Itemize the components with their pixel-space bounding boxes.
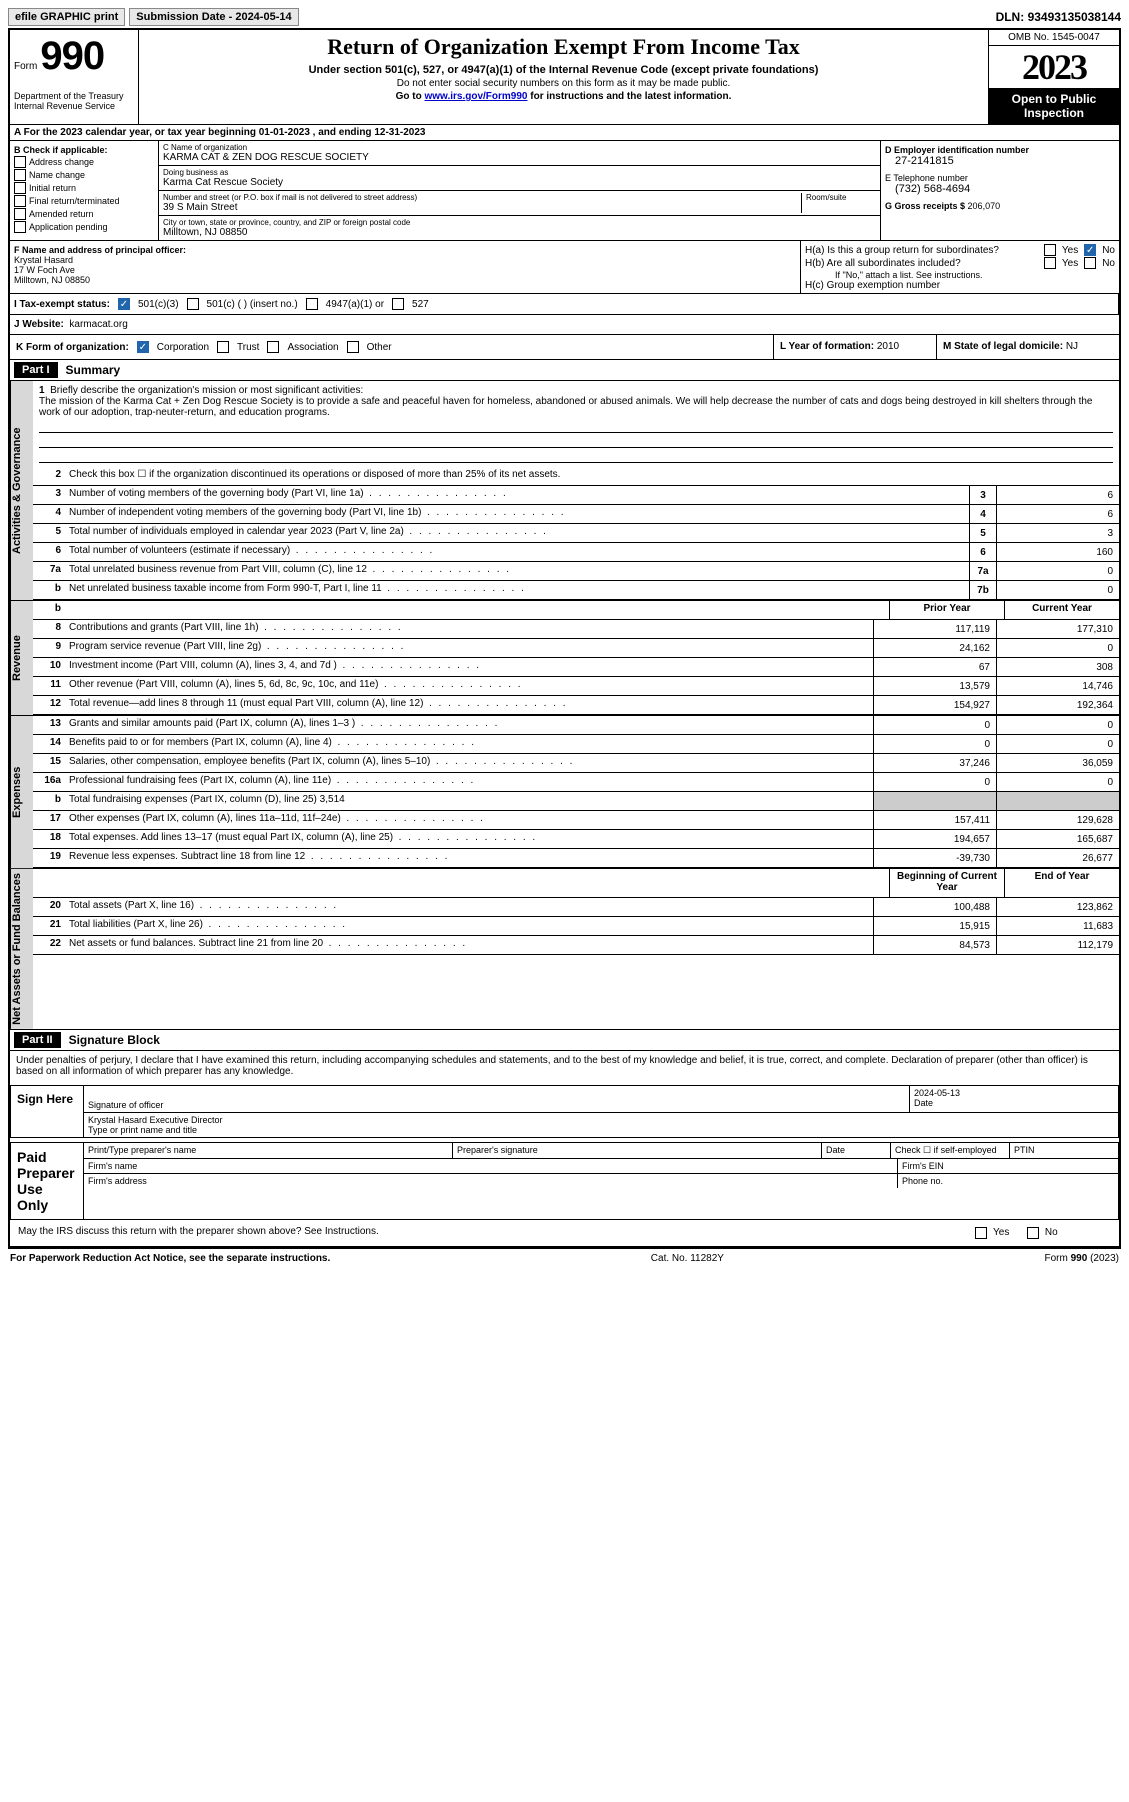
omb: OMB No. 1545-0047 xyxy=(989,30,1119,46)
row-i: I Tax-exempt status: ✓501(c)(3) 501(c) (… xyxy=(10,294,1119,314)
chk-amended[interactable] xyxy=(14,208,26,220)
chk-hb-no[interactable] xyxy=(1084,257,1096,269)
chk-irs-yes[interactable] xyxy=(975,1227,987,1239)
signer-name: Krystal Hasard Executive Director xyxy=(88,1115,1114,1125)
chk-assoc[interactable] xyxy=(267,341,279,353)
beg-year-hdr: Beginning of Current Year xyxy=(889,869,1004,897)
officer-name: Krystal Hasard xyxy=(14,255,73,265)
chk-irs-no[interactable] xyxy=(1027,1227,1039,1239)
col-d: D Employer identification number27-21418… xyxy=(881,141,1119,240)
org-name: KARMA CAT & ZEN DOG RESCUE SOCIETY xyxy=(163,152,876,163)
footer: For Paperwork Reduction Act Notice, see … xyxy=(8,1249,1121,1268)
end-year-hdr: End of Year xyxy=(1004,869,1119,897)
chk-527[interactable] xyxy=(392,298,404,310)
city: Milltown, NJ 08850 xyxy=(163,227,876,238)
chk-hb-yes[interactable] xyxy=(1044,257,1056,269)
dba: Karma Cat Rescue Society xyxy=(163,177,876,188)
open-public: Open to Public Inspection xyxy=(989,88,1119,124)
vtab-netassets: Net Assets or Fund Balances xyxy=(10,869,33,1029)
row-a: A For the 2023 calendar year, or tax yea… xyxy=(10,125,1119,141)
chk-other[interactable] xyxy=(347,341,359,353)
chk-501c[interactable] xyxy=(187,298,199,310)
vtab-expenses: Expenses xyxy=(10,716,33,868)
sign-date: 2024-05-13 xyxy=(914,1088,1114,1098)
chk-ha-yes[interactable] xyxy=(1044,244,1056,256)
form-num: 990 xyxy=(40,34,104,78)
vtab-governance: Activities & Governance xyxy=(10,381,33,600)
chk-ha-no[interactable]: ✓ xyxy=(1084,244,1096,256)
year-cell: OMB No. 1545-0047 2023 Open to Public In… xyxy=(988,30,1119,124)
col-f: F Name and address of principal officer:… xyxy=(10,241,801,293)
form-ref: Form 990 (2023) xyxy=(1045,1253,1120,1264)
mission-text: The mission of the Karma Cat + Zen Dog R… xyxy=(39,396,1092,418)
efile-btn[interactable]: efile GRAPHIC print xyxy=(8,8,125,26)
row-j: J Website: karmacat.org xyxy=(10,315,1119,335)
chk-initial[interactable] xyxy=(14,182,26,194)
chk-name[interactable] xyxy=(14,169,26,181)
vtab-revenue: Revenue xyxy=(10,601,33,715)
col-b-hdr: B Check if applicable: xyxy=(14,145,108,155)
chk-trust[interactable] xyxy=(217,341,229,353)
col-h: H(a) Is this a group return for subordin… xyxy=(801,241,1119,293)
chk-final[interactable] xyxy=(14,195,26,207)
ssn-note: Do not enter social security numbers on … xyxy=(143,78,984,89)
prior-year-hdr: Prior Year xyxy=(889,601,1004,619)
part2-title: Signature Block xyxy=(69,1033,160,1047)
irs-question: May the IRS discuss this return with the… xyxy=(14,1224,975,1242)
chk-corp[interactable]: ✓ xyxy=(137,341,149,353)
part2-hdr: Part II xyxy=(14,1032,61,1048)
mission: 1 Briefly describe the organization's mi… xyxy=(33,381,1119,467)
chk-pending[interactable] xyxy=(14,221,26,233)
row-k: K Form of organization: ✓Corporation Tru… xyxy=(10,335,773,359)
main-title: Return of Organization Exempt From Incom… xyxy=(143,34,984,60)
part1-hdr: Part I xyxy=(14,362,58,378)
pra-notice: For Paperwork Reduction Act Notice, see … xyxy=(10,1253,330,1264)
paid-label: Paid Preparer Use Only xyxy=(11,1143,84,1219)
current-year-hdr: Current Year xyxy=(1004,601,1119,619)
form-container: Form 990 Department of the Treasury Inte… xyxy=(8,28,1121,1249)
irs-link[interactable]: www.irs.gov/Form990 xyxy=(424,91,527,102)
sign-here-label: Sign Here xyxy=(11,1086,84,1137)
col-c: C Name of organizationKARMA CAT & ZEN DO… xyxy=(159,141,881,240)
top-bar: efile GRAPHIC print Submission Date - 20… xyxy=(8,8,1121,26)
goto-note: Go to www.irs.gov/Form990 for instructio… xyxy=(143,91,984,102)
website: karmacat.org xyxy=(69,319,127,330)
form-number-cell: Form 990 Department of the Treasury Inte… xyxy=(10,30,139,124)
dept-text: Department of the Treasury Internal Reve… xyxy=(14,91,134,111)
ein: 27-2141815 xyxy=(895,155,1115,167)
street: 39 S Main Street xyxy=(163,202,801,213)
tax-year: 2023 xyxy=(989,46,1119,88)
chk-501c3[interactable]: ✓ xyxy=(118,298,130,310)
gross: 206,070 xyxy=(968,201,1001,211)
form-label: Form xyxy=(14,61,37,72)
chk-4947[interactable] xyxy=(306,298,318,310)
sub-title: Under section 501(c), 527, or 4947(a)(1)… xyxy=(143,64,984,76)
col-b: B Check if applicable: Address change Na… xyxy=(10,141,159,240)
subdate-btn[interactable]: Submission Date - 2024-05-14 xyxy=(129,8,298,26)
cat-no: Cat. No. 11282Y xyxy=(651,1253,724,1264)
perjury-text: Under penalties of perjury, I declare th… xyxy=(10,1051,1119,1081)
paid-preparer-grid: Paid Preparer Use Only Print/Type prepar… xyxy=(10,1142,1119,1220)
title-cell: Return of Organization Exempt From Incom… xyxy=(139,30,988,124)
part1-title: Summary xyxy=(66,363,121,377)
phone: (732) 568-4694 xyxy=(895,183,1115,195)
row-l: L Year of formation: 2010 xyxy=(773,335,937,359)
row-m: M State of legal domicile: NJ xyxy=(937,335,1119,359)
sign-here-grid: Sign Here Signature of officer2024-05-13… xyxy=(10,1085,1119,1138)
chk-address[interactable] xyxy=(14,156,26,168)
dln: DLN: 93493135038144 xyxy=(996,10,1121,24)
